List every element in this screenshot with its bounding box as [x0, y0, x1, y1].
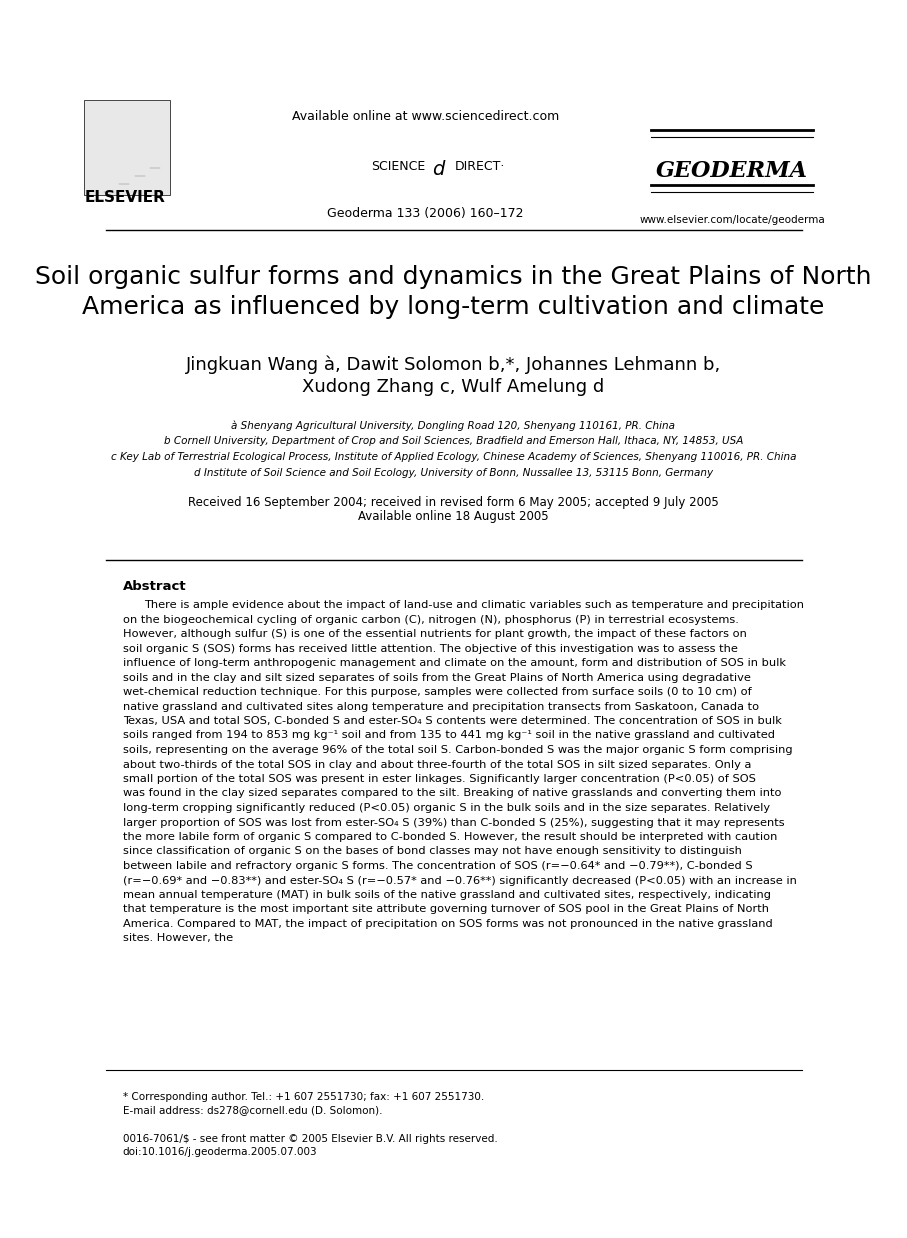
- Text: sites. However, the: sites. However, the: [122, 933, 233, 943]
- Text: c Key Lab of Terrestrial Ecological Process, Institute of Applied Ecology, Chine: c Key Lab of Terrestrial Ecological Proc…: [111, 452, 796, 462]
- Text: Xudong Zhang c, Wulf Amelung d: Xudong Zhang c, Wulf Amelung d: [302, 378, 605, 396]
- Text: Jingkuan Wang à, Dawit Solomon b,*, Johannes Lehmann b,: Jingkuan Wang à, Dawit Solomon b,*, Joha…: [186, 355, 721, 374]
- Text: DIRECT·: DIRECT·: [455, 160, 505, 173]
- Text: influence of long-term anthropogenic management and climate on the amount, form : influence of long-term anthropogenic man…: [122, 659, 785, 669]
- Text: soils and in the clay and silt sized separates of soils from the Great Plains of: soils and in the clay and silt sized sep…: [122, 672, 750, 682]
- Text: long-term cropping significantly reduced (P<0.05) organic S in the bulk soils an: long-term cropping significantly reduced…: [122, 803, 770, 813]
- Text: à Shenyang Agricultural University, Dongling Road 120, Shenyang 110161, PR. Chin: à Shenyang Agricultural University, Dong…: [231, 420, 676, 431]
- Text: soils, representing on the average 96% of the total soil S. Carbon-bonded S was : soils, representing on the average 96% o…: [122, 745, 792, 755]
- Text: There is ample evidence about the impact of land-use and climatic variables such: There is ample evidence about the impact…: [144, 600, 804, 610]
- Text: doi:10.1016/j.geoderma.2005.07.003: doi:10.1016/j.geoderma.2005.07.003: [122, 1146, 317, 1158]
- Text: soils ranged from 194 to 853 mg kg⁻¹ soil and from 135 to 441 mg kg⁻¹ soil in th: soils ranged from 194 to 853 mg kg⁻¹ soi…: [122, 730, 775, 740]
- Text: d Institute of Soil Science and Soil Ecology, University of Bonn, Nussallee 13, : d Institute of Soil Science and Soil Eco…: [194, 468, 713, 478]
- Text: about two-thirds of the total SOS in clay and about three-fourth of the total SO: about two-thirds of the total SOS in cla…: [122, 759, 751, 770]
- Text: was found in the clay sized separates compared to the silt. Breaking of native g: was found in the clay sized separates co…: [122, 789, 781, 799]
- Text: d: d: [432, 160, 444, 180]
- Text: America. Compared to MAT, the impact of precipitation on SOS forms was not prono: America. Compared to MAT, the impact of …: [122, 919, 773, 928]
- Text: SCIENCE: SCIENCE: [371, 160, 425, 173]
- Text: www.elsevier.com/locate/geoderma: www.elsevier.com/locate/geoderma: [639, 215, 825, 225]
- Text: Available online at www.sciencedirect.com: Available online at www.sciencedirect.co…: [292, 110, 559, 123]
- Text: Geoderma 133 (2006) 160–172: Geoderma 133 (2006) 160–172: [327, 207, 523, 220]
- Text: larger proportion of SOS was lost from ester-SO₄ S (39%) than C-bonded S (25%), : larger proportion of SOS was lost from e…: [122, 817, 785, 827]
- Text: the more labile form of organic S compared to C-bonded S. However, the result sh: the more labile form of organic S compar…: [122, 832, 777, 842]
- Text: GEODERMA: GEODERMA: [657, 160, 808, 182]
- Bar: [84, 100, 170, 196]
- Text: small portion of the total SOS was present in ester linkages. Significantly larg: small portion of the total SOS was prese…: [122, 774, 756, 784]
- Text: (r=−0.69* and −0.83**) and ester-SO₄ S (r=−0.57* and −0.76**) significantly decr: (r=−0.69* and −0.83**) and ester-SO₄ S (…: [122, 875, 796, 885]
- Text: Received 16 September 2004; received in revised form 6 May 2005; accepted 9 July: Received 16 September 2004; received in …: [188, 496, 719, 509]
- Text: Texas, USA and total SOS, C-bonded S and ester-SO₄ S contents were determined. T: Texas, USA and total SOS, C-bonded S and…: [122, 716, 782, 725]
- Text: soil organic S (SOS) forms has received little attention. The objective of this : soil organic S (SOS) forms has received …: [122, 644, 737, 654]
- Text: E-mail address: ds278@cornell.edu (D. Solomon).: E-mail address: ds278@cornell.edu (D. So…: [122, 1106, 382, 1115]
- Text: native grassland and cultivated sites along temperature and precipitation transe: native grassland and cultivated sites al…: [122, 702, 759, 712]
- Text: Soil organic sulfur forms and dynamics in the Great Plains of North: Soil organic sulfur forms and dynamics i…: [35, 265, 872, 288]
- Text: wet-chemical reduction technique. For this purpose, samples were collected from : wet-chemical reduction technique. For th…: [122, 687, 751, 697]
- Text: on the biogeochemical cycling of organic carbon (C), nitrogen (N), phosphorus (P: on the biogeochemical cycling of organic…: [122, 614, 738, 624]
- Text: mean annual temperature (MAT) in bulk soils of the native grassland and cultivat: mean annual temperature (MAT) in bulk so…: [122, 890, 771, 900]
- Text: However, although sulfur (S) is one of the essential nutrients for plant growth,: However, although sulfur (S) is one of t…: [122, 629, 746, 639]
- Text: between labile and refractory organic S forms. The concentration of SOS (r=−0.64: between labile and refractory organic S …: [122, 860, 752, 872]
- Text: * Corresponding author. Tel.: +1 607 2551730; fax: +1 607 2551730.: * Corresponding author. Tel.: +1 607 255…: [122, 1092, 483, 1102]
- Text: b Cornell University, Department of Crop and Soil Sciences, Bradfield and Emerso: b Cornell University, Department of Crop…: [164, 436, 743, 446]
- Text: America as influenced by long-term cultivation and climate: America as influenced by long-term culti…: [83, 295, 824, 319]
- Text: Available online 18 August 2005: Available online 18 August 2005: [358, 510, 549, 522]
- Text: 0016-7061/$ - see front matter © 2005 Elsevier B.V. All rights reserved.: 0016-7061/$ - see front matter © 2005 El…: [122, 1134, 497, 1144]
- Text: that temperature is the most important site attribute governing turnover of SOS : that temperature is the most important s…: [122, 905, 768, 915]
- Text: since classification of organic S on the bases of bond classes may not have enou: since classification of organic S on the…: [122, 847, 742, 857]
- Text: ELSEVIER: ELSEVIER: [84, 189, 166, 206]
- Text: Abstract: Abstract: [122, 579, 186, 593]
